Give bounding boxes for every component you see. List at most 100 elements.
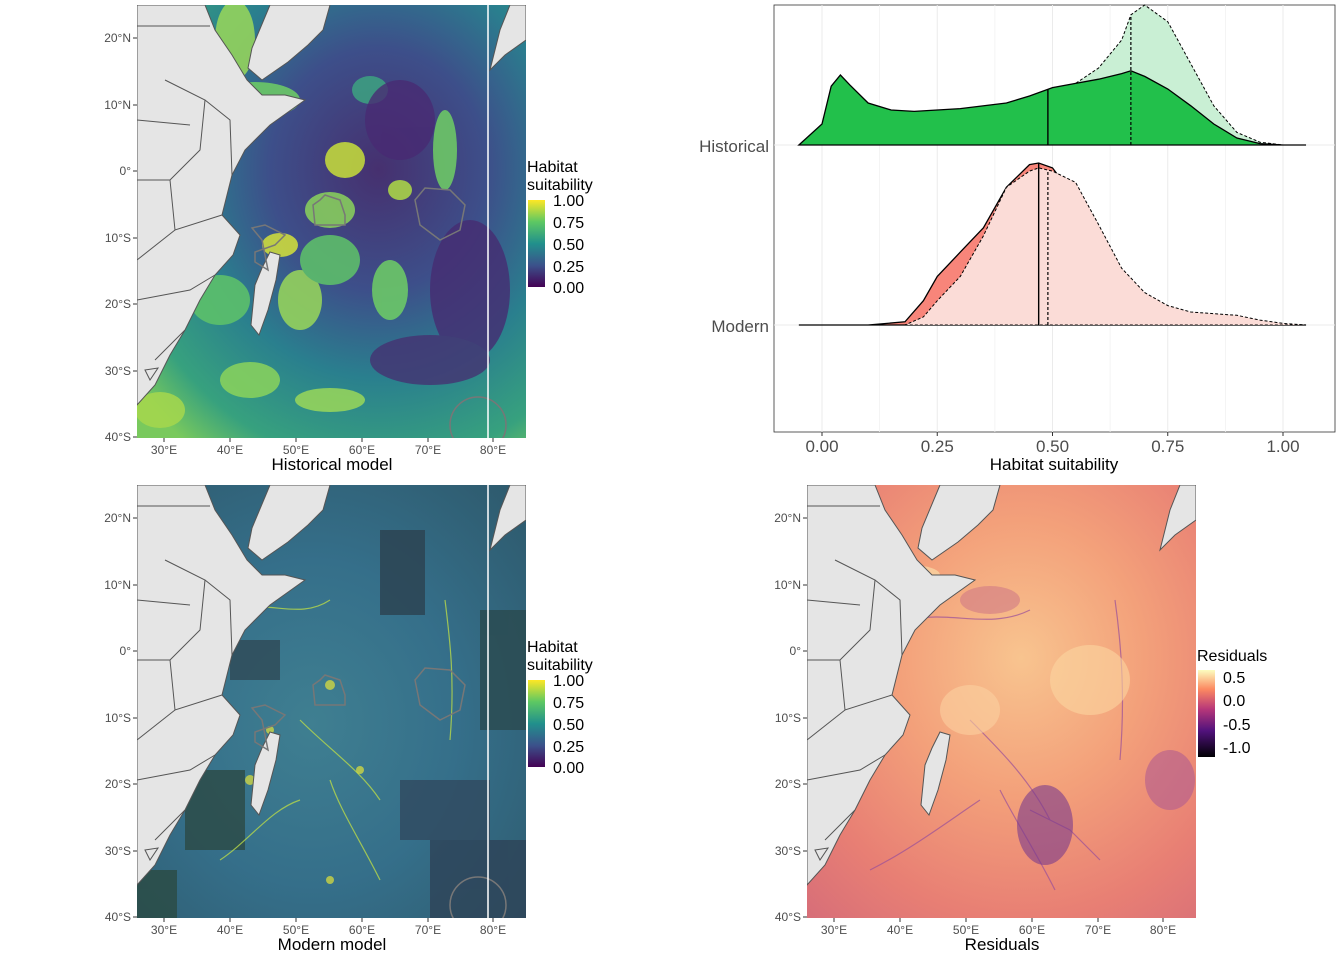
historical-protected-areas (250, 187, 507, 438)
ridgeline-chart: Historical Modern 0.00 0.25 0.50 0.75 1.00 H… (699, 4, 1336, 474)
lon-tick: 30°E (151, 923, 177, 937)
historical-land (137, 5, 526, 406)
historical-lon-axis: 30°E 40°E 50°E 60°E 70°E 80°E (151, 438, 506, 457)
residuals-legend: Residuals 0.5 0.0 -0.5 -1.0 (1197, 648, 1267, 757)
residuals-land (807, 485, 1196, 886)
x-tick-label: 0.50 (1036, 437, 1069, 456)
historical-map-title: Historical model (272, 455, 393, 474)
legend-tick: 0.75 (553, 695, 584, 712)
lon-tick: 30°E (821, 923, 847, 937)
lon-tick: 70°E (415, 923, 441, 937)
lat-tick: 10°S (775, 711, 801, 725)
lat-tick: 40°S (105, 910, 131, 924)
modern-map-svg: 20°N 10°N 0° 10°S 20°S 30°S 40°S 30°E 40… (104, 485, 593, 954)
historical-borders (137, 25, 233, 381)
historical-lat-axis: 20°N 10°N 0° 10°S 20°S 30°S 40°S (104, 31, 137, 444)
lat-tick: 40°S (775, 910, 801, 924)
legend-tick: 0.75 (553, 215, 584, 232)
legend-colorbar (1198, 670, 1215, 757)
lon-tick: 40°E (217, 923, 243, 937)
ridgeline-x-title: Habitat suitability (990, 455, 1119, 474)
residuals-map-panel: 20°N 10°N 0° 10°S 20°S 30°S 40°S 30°E 40… (670, 480, 1340, 960)
lat-tick: 10°N (774, 578, 801, 592)
ridge-label-historical: Historical (699, 137, 769, 156)
ridgeline-x-axis: 0.00 0.25 0.50 0.75 1.00 (805, 432, 1300, 456)
modern-lon-axis: 30°E 40°E 50°E 60°E 70°E 80°E (151, 918, 506, 937)
legend-tick: 0.50 (553, 717, 584, 734)
lat-tick: 30°S (105, 364, 131, 378)
x-tick-label: 0.25 (921, 437, 954, 456)
modern-borders (137, 505, 233, 861)
legend-tick: 0.0 (1223, 693, 1245, 710)
residuals-map-title: Residuals (965, 935, 1040, 954)
lon-tick: 60°E (349, 443, 375, 457)
residuals-lon-axis: 30°E 40°E 50°E 60°E 70°E 80°E (821, 918, 1176, 937)
legend-tick: 0.25 (553, 259, 584, 276)
legend-title: Habitat (527, 159, 578, 176)
lon-tick: 80°E (480, 923, 506, 937)
modern-hotspots (245, 680, 364, 884)
lon-tick: 40°E (887, 923, 913, 937)
legend-tick: 1.00 (553, 673, 584, 690)
legend-tick: -0.5 (1223, 717, 1251, 734)
lat-tick: 20°S (105, 777, 131, 791)
lat-tick: 10°S (105, 711, 131, 725)
legend-tick: 0.00 (553, 280, 584, 297)
lat-tick: 10°N (104, 578, 131, 592)
legend-tick: 0.5 (1223, 670, 1245, 687)
residuals-map-svg: 20°N 10°N 0° 10°S 20°S 30°S 40°S 30°E 40… (774, 485, 1267, 954)
modern-land (137, 485, 526, 886)
lat-tick: 20°N (774, 511, 801, 525)
legend-colorbar (528, 680, 545, 767)
lon-tick: 50°E (283, 923, 309, 937)
ridge-label-modern: Modern (711, 317, 769, 336)
legend-title: Habitat (527, 639, 578, 656)
historical-map-panel: 20°N 10°N 0° 10°S 20°S 30°S 40°S 30°E 40… (0, 0, 670, 480)
lat-tick: 40°S (105, 430, 131, 444)
x-tick-label: 0.00 (805, 437, 838, 456)
legend-tick: 0.25 (553, 739, 584, 756)
historical-low-suitability (365, 80, 510, 385)
lon-tick: 80°E (480, 443, 506, 457)
modern-suitability-features (219, 599, 453, 881)
lat-tick: 0° (790, 644, 802, 658)
lat-tick: 10°S (105, 231, 131, 245)
legend-title: suitability (527, 177, 593, 194)
lon-tick: 70°E (1085, 923, 1111, 937)
modern-map-panel: 20°N 10°N 0° 10°S 20°S 30°S 40°S 30°E 40… (0, 480, 670, 960)
lon-tick: 50°E (283, 443, 309, 457)
lon-tick: 40°E (217, 443, 243, 457)
lon-tick: 60°E (349, 923, 375, 937)
residuals-negative-zones (960, 586, 1195, 865)
modern-map-title: Modern model (278, 935, 387, 954)
legend-tick: 1.00 (553, 193, 584, 210)
lat-tick: 10°N (104, 98, 131, 112)
modern-lat-axis: 20°N 10°N 0° 10°S 20°S 30°S 40°S (104, 511, 137, 924)
lat-tick: 0° (120, 164, 132, 178)
lat-tick: 0° (120, 644, 132, 658)
lat-tick: 20°N (104, 511, 131, 525)
lon-tick: 80°E (1150, 923, 1176, 937)
lat-tick: 20°S (105, 297, 131, 311)
lon-tick: 30°E (151, 443, 177, 457)
lat-tick: 20°S (775, 777, 801, 791)
legend-tick: 0.00 (553, 760, 584, 777)
density-comparison-modern (798, 167, 1307, 326)
lat-tick: 30°S (105, 844, 131, 858)
x-tick-label: 0.75 (1151, 437, 1184, 456)
legend-tick: 0.50 (553, 237, 584, 254)
residuals-borders (807, 505, 903, 861)
modern-protected-areas (250, 667, 507, 918)
density-historical (797, 70, 1307, 146)
lon-tick: 70°E (415, 443, 441, 457)
historical-legend: Habitat suitability 1.00 0.75 0.50 0.25 … (527, 159, 593, 297)
legend-title: suitability (527, 657, 593, 674)
legend-title: Residuals (1197, 648, 1267, 665)
x-tick-label: 1.00 (1266, 437, 1299, 456)
modern-legend: Habitat suitability 1.00 0.75 0.50 0.25 … (527, 639, 593, 777)
lon-tick: 60°E (1019, 923, 1045, 937)
ridgeline-marks (797, 4, 1307, 326)
historical-map-svg: 20°N 10°N 0° 10°S 20°S 30°S 40°S 30°E 40… (104, 5, 593, 474)
legend-colorbar (528, 200, 545, 287)
lon-tick: 50°E (953, 923, 979, 937)
